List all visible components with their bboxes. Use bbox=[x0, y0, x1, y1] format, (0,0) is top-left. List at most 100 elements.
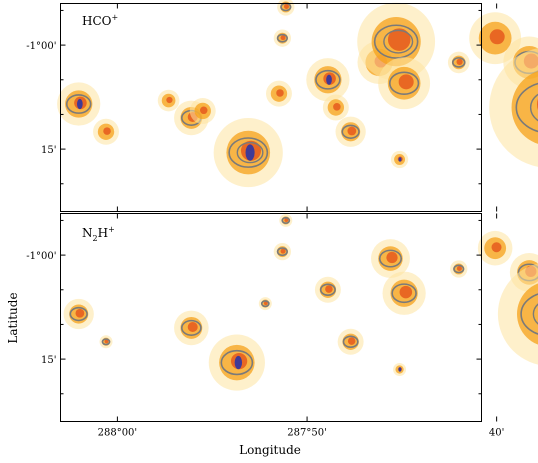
hco-emission-layer bbox=[57, 0, 538, 188]
clump-peak bbox=[103, 127, 111, 135]
clump-contour bbox=[101, 338, 111, 346]
clump-peak bbox=[347, 126, 357, 136]
emission-clump bbox=[258, 297, 272, 311]
x-tick-label: 287°50' bbox=[287, 428, 327, 439]
emission-clump bbox=[378, 57, 431, 110]
n2h-y-axis: -1°00' 15' bbox=[26, 219, 482, 395]
emission-clump bbox=[337, 328, 364, 355]
emission-clump bbox=[382, 271, 426, 315]
clump-peak bbox=[187, 321, 198, 332]
clump-peak bbox=[104, 339, 109, 344]
clump-contour bbox=[281, 216, 291, 224]
clump-contour bbox=[65, 94, 92, 114]
n2h-x-axis: 288°00'287°50'40'30'20'10' bbox=[98, 213, 504, 439]
clump-contour bbox=[315, 69, 341, 90]
n2h-panel-label: N2H+ bbox=[82, 225, 115, 243]
emission-clump bbox=[277, 0, 295, 16]
emission-clump bbox=[322, 94, 349, 121]
x-axis-title: Longitude bbox=[239, 443, 301, 457]
n2h-emission-layer bbox=[63, 213, 538, 391]
emission-clump bbox=[497, 263, 538, 365]
clump-contour bbox=[341, 124, 360, 139]
x-tick-label: 40' bbox=[489, 428, 504, 439]
clump-peak bbox=[276, 89, 284, 97]
emission-clump bbox=[477, 230, 513, 266]
clump-peak bbox=[489, 29, 505, 45]
clump-core bbox=[398, 367, 402, 372]
clump-peak bbox=[386, 251, 398, 264]
y-tick-label: 15' bbox=[41, 145, 56, 156]
clump-contour bbox=[228, 137, 269, 168]
clump-peak bbox=[280, 35, 286, 41]
emission-clump bbox=[273, 29, 292, 47]
emission-clump bbox=[93, 118, 119, 145]
clump-core bbox=[76, 98, 83, 110]
emission-clump bbox=[306, 58, 350, 102]
y-tick-label: -1°00' bbox=[26, 251, 56, 262]
clump-contour bbox=[276, 247, 288, 257]
clump-peak bbox=[280, 248, 286, 254]
clump-contour bbox=[260, 300, 270, 308]
emission-clump bbox=[208, 334, 265, 391]
clump-contour bbox=[373, 24, 419, 59]
clump-contour bbox=[69, 306, 88, 322]
hco-y-axis: -1°00' 15' bbox=[26, 9, 482, 185]
emission-clump bbox=[335, 116, 366, 147]
clump-peak bbox=[199, 106, 208, 115]
clump-contour bbox=[378, 249, 403, 268]
emission-clump bbox=[314, 276, 341, 303]
emission-clump bbox=[63, 298, 94, 330]
clump-contour bbox=[520, 293, 538, 335]
clump-peak bbox=[387, 28, 411, 51]
clump-core bbox=[234, 355, 243, 370]
clump-peak bbox=[398, 74, 414, 90]
clump-contour bbox=[276, 33, 288, 43]
y-axis-title: Latitude bbox=[6, 292, 20, 343]
emission-clump bbox=[273, 242, 292, 261]
emission-clump bbox=[189, 97, 216, 124]
emission-clump bbox=[174, 310, 209, 346]
n2h-panel-frame bbox=[60, 213, 482, 422]
clump-core bbox=[245, 144, 255, 161]
emission-clump bbox=[279, 213, 293, 227]
emission-clump bbox=[213, 117, 283, 188]
clump-body bbox=[511, 71, 538, 144]
y-tick-label: 15' bbox=[41, 355, 56, 366]
clump-contour bbox=[391, 283, 417, 304]
emission-clump bbox=[393, 363, 407, 376]
clump-peak bbox=[263, 301, 268, 306]
clump-contour bbox=[180, 319, 202, 336]
clump-contour bbox=[515, 82, 538, 133]
clump-contour bbox=[388, 71, 420, 95]
y-tick-label: -1°00' bbox=[26, 41, 56, 52]
clump-peak bbox=[491, 242, 502, 253]
clump-contour bbox=[319, 283, 336, 297]
emission-clump bbox=[450, 260, 468, 278]
clump-contour-inner bbox=[532, 303, 538, 325]
clump-contour bbox=[451, 57, 466, 68]
emission-clump bbox=[265, 80, 292, 107]
emission-clump bbox=[157, 89, 180, 112]
clump-peak bbox=[347, 337, 356, 345]
clump-peak bbox=[284, 218, 289, 222]
emission-clump bbox=[371, 239, 410, 279]
clump-contour bbox=[342, 335, 359, 349]
clump-contour-inner bbox=[236, 141, 264, 164]
clump-contour bbox=[453, 264, 465, 274]
panel-hco: -1°00' 15' HCO+ bbox=[26, 0, 538, 212]
emission-clump bbox=[390, 150, 409, 169]
hco-panel-frame bbox=[60, 3, 482, 212]
clump-contour-inner bbox=[383, 29, 414, 54]
clump-peak bbox=[325, 285, 333, 293]
clump-core bbox=[398, 157, 402, 162]
hco-panel-label: HCO+ bbox=[82, 13, 118, 28]
clump-peak bbox=[75, 308, 85, 318]
hco-x-axis bbox=[116, 3, 498, 212]
clump-peak bbox=[456, 58, 463, 65]
clump-contour-inner bbox=[529, 93, 538, 122]
clump-peak bbox=[333, 103, 341, 111]
clump-body bbox=[517, 283, 538, 345]
clump-peak bbox=[283, 4, 289, 10]
emission-clump bbox=[489, 48, 538, 167]
